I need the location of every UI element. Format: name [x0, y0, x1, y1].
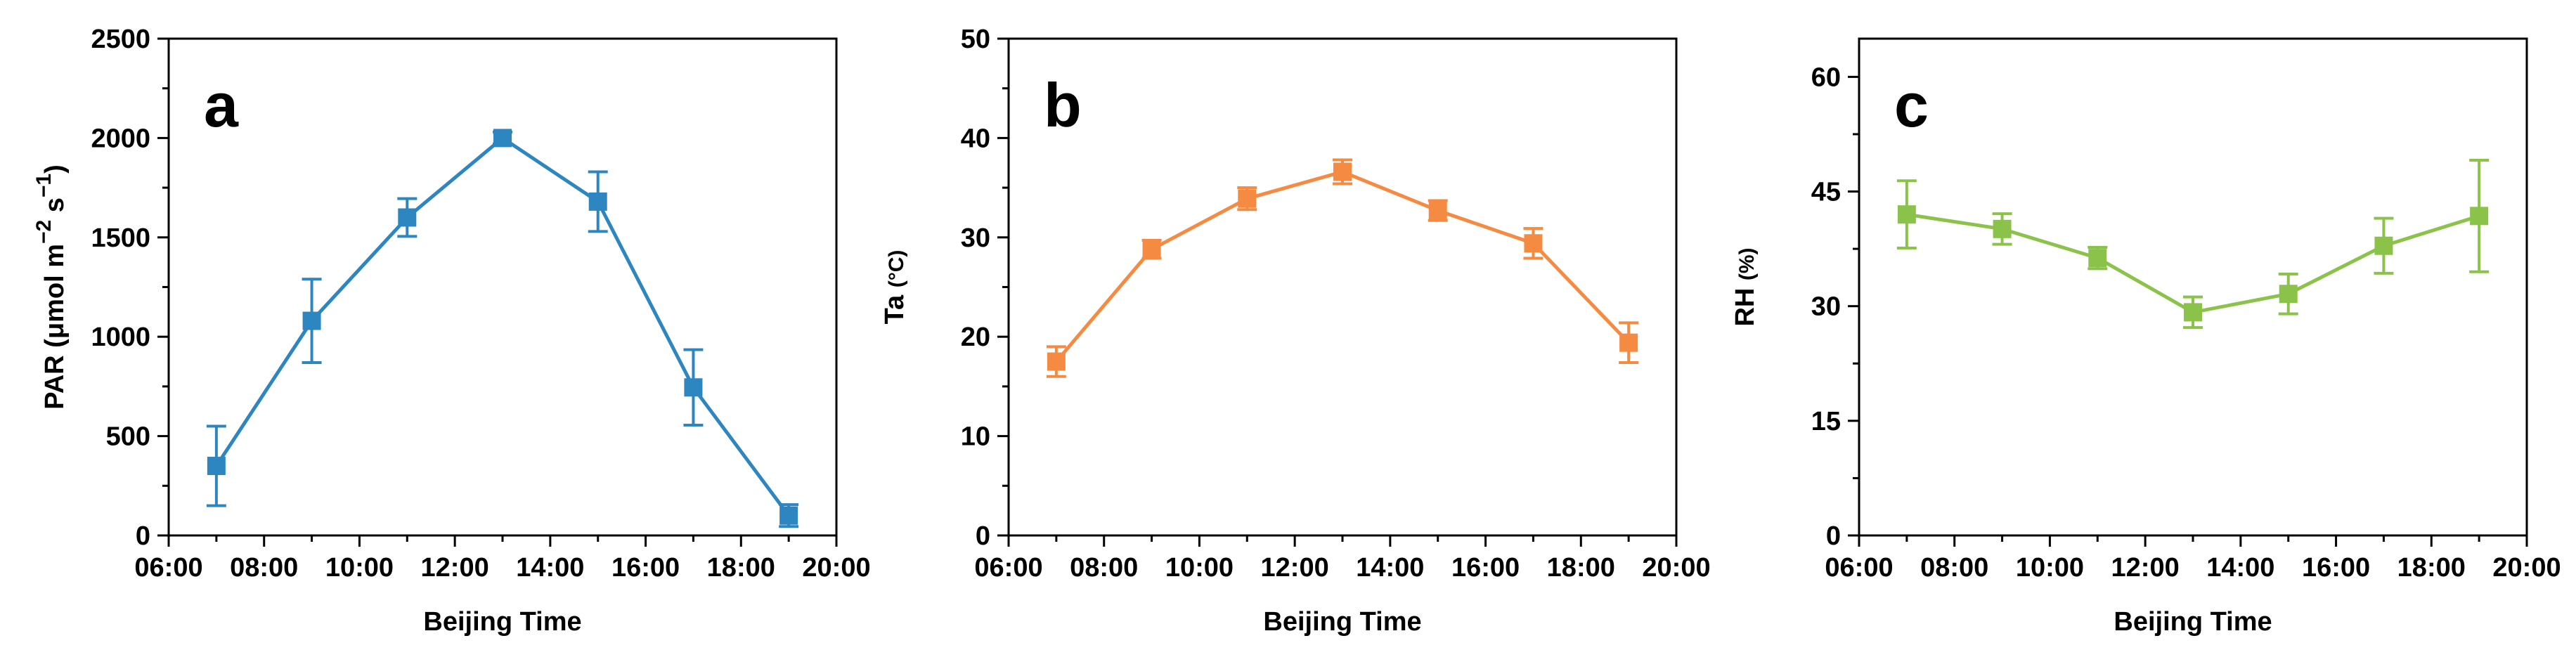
x-tick-label: 18:00 [1547, 553, 1615, 583]
data-point [398, 208, 417, 227]
data-point [1428, 201, 1447, 220]
y-tick-label: 60 [1811, 63, 1841, 92]
x-tick-label: 06:00 [1825, 553, 1893, 583]
x-tick-label: 10:00 [1165, 553, 1234, 583]
x-axis-title: Beijing Time [2114, 607, 2272, 637]
y-tick-label: 0 [1826, 521, 1841, 551]
x-tick-label: 10:00 [325, 553, 394, 583]
y-tick-label: 1500 [91, 223, 150, 253]
x-tick-label: 14:00 [2206, 553, 2274, 583]
data-point [684, 378, 703, 397]
x-tick-label: 14:00 [1356, 553, 1424, 583]
y-tick-label: 0 [976, 521, 990, 551]
panel-label: a [204, 70, 239, 140]
y-tick-label: 10 [961, 422, 990, 452]
y-tick-label: 20 [961, 323, 990, 352]
data-point [1993, 219, 2012, 238]
y-tick-label: 0 [136, 521, 150, 551]
panel-a: 06:00 08:00 10:00 12:00 14:00 16:00 18:00 20:00… [32, 25, 871, 637]
data-point [1142, 240, 1161, 259]
x-axis-title: Beijing Time [423, 607, 581, 637]
x-axis-title: Beijing Time [1263, 607, 1421, 637]
plot-frame [1858, 37, 2528, 537]
y-tick-label: 500 [106, 422, 150, 452]
panel-label: b [1044, 70, 1082, 140]
y-tick-label: 2000 [91, 124, 150, 153]
data-point [1619, 333, 1638, 352]
x-tick-label: 08:00 [1070, 553, 1138, 583]
y-tick-label: 50 [961, 25, 990, 54]
data-point [1897, 205, 1916, 224]
x-tick-label: 06:00 [974, 553, 1042, 583]
y-tick-label: 40 [961, 124, 990, 153]
x-tick-label: 08:00 [230, 553, 298, 583]
y-axis-title-main: Ta [880, 287, 910, 324]
y-axis-title-mid: s [40, 197, 70, 220]
plot-frame [167, 37, 838, 537]
x-tick-label: 14:00 [516, 553, 584, 583]
data-point [2374, 236, 2393, 255]
y-axis-title: PAR (μmol m−2 s−1) [32, 164, 70, 410]
y-axis-title-sup1: −2 [32, 220, 56, 244]
y-axis-title-unit: (°C) [885, 250, 908, 288]
data-point [588, 192, 607, 211]
data-point [2184, 303, 2202, 322]
y-axis-title-main: RH [1730, 280, 1760, 326]
x-tick-label: 12:00 [2111, 553, 2180, 583]
x-tick-label: 20:00 [2492, 553, 2561, 583]
y-axis-title: Ta (°C) [880, 250, 910, 325]
y-axis-title-unit: (%) [1735, 247, 1759, 280]
series-line [214, 136, 791, 517]
x-tick-label: 06:00 [134, 553, 202, 583]
data-point [1047, 352, 1066, 371]
y-tick-label: 1000 [91, 323, 150, 352]
data-point [1524, 234, 1543, 253]
data-point [1333, 162, 1352, 181]
y-tick-label: 15 [1811, 407, 1841, 436]
x-tick-label: 16:00 [2302, 553, 2370, 583]
x-tick-label: 18:00 [707, 553, 775, 583]
data-point [1238, 189, 1257, 208]
y-axis-title-main: PAR ( [40, 339, 70, 410]
panel-label: c [1894, 70, 1929, 140]
series-line [1054, 169, 1630, 363]
x-tick-label: 12:00 [421, 553, 489, 583]
data-point [779, 506, 798, 525]
data-point [2470, 207, 2489, 226]
y-axis-title: RH (%) [1730, 247, 1760, 326]
x-tick-label: 20:00 [802, 553, 870, 583]
y-tick-label: 30 [1811, 292, 1841, 322]
x-tick-label: 08:00 [1920, 553, 1988, 583]
panel-c: 06:00 08:00 10:00 12:00 14:00 16:00 18:00 20:00… [1730, 37, 2561, 637]
data-point [302, 311, 321, 330]
y-axis-title-end: ) [40, 164, 70, 174]
x-tick-label: 12:00 [1261, 553, 1329, 583]
panel-b: 06:00 08:00 10:00 12:00 14:00 16:00 18:00 20:00… [880, 25, 1711, 637]
data-point [207, 457, 226, 476]
data-point [2088, 249, 2107, 268]
y-axis-title-unit: mol m [40, 244, 70, 323]
x-tick-label: 18:00 [2397, 553, 2466, 583]
x-tick-label: 16:00 [1451, 553, 1520, 583]
y-tick-label: 45 [1811, 178, 1841, 207]
x-tick-label: 16:00 [611, 553, 680, 583]
y-tick-label: 30 [961, 223, 990, 253]
y-axis-title-sup2: −1 [32, 174, 56, 197]
x-tick-label: 20:00 [1642, 553, 1710, 583]
x-tick-label: 10:00 [2016, 553, 2084, 583]
data-point [493, 129, 512, 148]
y-axis-title-mu: μ [40, 323, 70, 339]
data-point [2279, 285, 2298, 304]
y-tick-label: 2500 [91, 25, 150, 54]
